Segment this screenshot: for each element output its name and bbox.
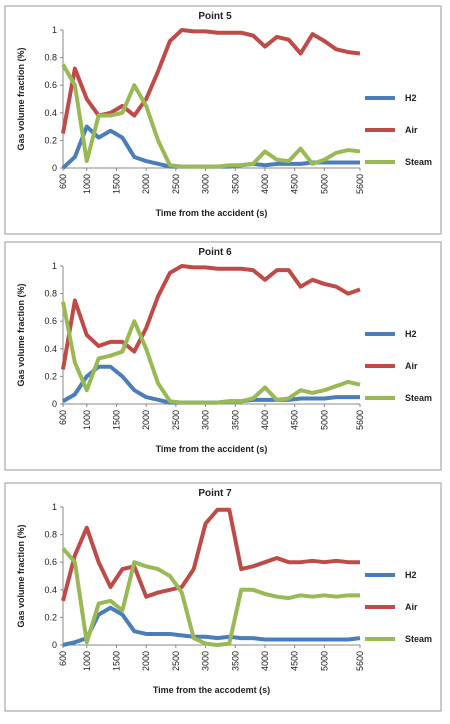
x-tick-label: 600 [58, 651, 68, 666]
series-line [61, 63, 361, 169]
y-tick-label: 0.8 [44, 53, 57, 63]
y-tick-label: 0.2 [44, 612, 57, 622]
x-tick-label: 2000 [141, 651, 151, 671]
x-tick-label: 3500 [230, 174, 240, 194]
x-tick-label: 5600 [355, 651, 365, 671]
legend-label: Steam [405, 634, 432, 644]
x-tick-label: 3500 [230, 410, 240, 430]
x-tick-label: 3000 [201, 174, 211, 194]
series-line [61, 507, 360, 602]
y-tick-label: 1 [52, 502, 57, 512]
x-tick-label: 1500 [111, 651, 121, 671]
y-tick-label: 0.6 [44, 557, 57, 567]
y-tick-label: 0.4 [44, 344, 57, 354]
legend-label: H2 [405, 570, 417, 580]
x-tick-label: 5000 [319, 410, 329, 430]
x-tick-label: 2000 [141, 410, 151, 430]
y-axis-title: Gas volume fraction (%) [16, 524, 26, 627]
x-tick-label: 2500 [171, 651, 181, 671]
x-tick-label: 4000 [260, 174, 270, 194]
x-tick-label: 4500 [290, 174, 300, 194]
series-line [62, 605, 361, 647]
x-tick-label: 3000 [201, 410, 211, 430]
y-tick-label: 0.8 [44, 530, 57, 540]
x-axis-title: Time from the accident (s) [156, 444, 268, 454]
x-tick-label: 4000 [260, 410, 270, 430]
panel [4, 482, 442, 712]
y-tick-label: 0 [52, 399, 57, 409]
x-tick-label: 3000 [201, 651, 211, 671]
x-tick-label: 2000 [141, 174, 151, 194]
x-tick-label: 1500 [111, 174, 121, 194]
legend-label: Air [405, 602, 418, 612]
x-tick-label: 1500 [111, 410, 121, 430]
panel [4, 5, 442, 235]
x-tick-label: 5000 [319, 651, 329, 671]
panel [4, 241, 442, 471]
y-tick-label: 0.8 [44, 289, 57, 299]
y-tick-label: 0.6 [44, 80, 57, 90]
x-tick-label: 600 [58, 174, 68, 189]
x-tick-label: 3500 [230, 651, 240, 671]
y-tick-label: 0.2 [44, 371, 57, 381]
legend-label: Air [405, 125, 418, 135]
x-tick-label: 1000 [82, 410, 92, 430]
x-tick-label: 5000 [319, 174, 329, 194]
x-tick-label: 2500 [171, 410, 181, 430]
x-tick-label: 2500 [171, 174, 181, 194]
x-tick-label: 4500 [290, 410, 300, 430]
x-tick-label: 1000 [82, 174, 92, 194]
x-tick-label: 4500 [290, 651, 300, 671]
y-tick-label: 0 [52, 163, 57, 173]
x-tick-label: 1000 [82, 651, 92, 671]
series-line [61, 547, 360, 647]
legend-label: H2 [405, 329, 417, 339]
y-tick-label: 0 [52, 640, 57, 650]
legend-label: Steam [405, 393, 432, 403]
x-axis-title: Time from the accodemt (s) [153, 685, 270, 695]
x-axis-title: Time from the accident (s) [156, 208, 268, 218]
y-tick-label: 1 [52, 25, 57, 35]
legend-label: Steam [405, 157, 432, 167]
series-line [61, 28, 361, 134]
series-line [61, 301, 361, 405]
series-line [61, 264, 361, 370]
chart-title: Point 6 [198, 247, 232, 258]
y-tick-label: 0.4 [44, 585, 57, 595]
y-tick-label: 0.2 [44, 135, 57, 145]
y-axis-title: Gas volume fraction (%) [16, 47, 26, 150]
y-tick-label: 0.6 [44, 316, 57, 326]
chart-title: Point 7 [198, 488, 232, 499]
chart-title: Point 5 [198, 11, 232, 22]
y-axis-title: Gas volume fraction (%) [16, 283, 26, 386]
x-tick-label: 5600 [355, 174, 365, 194]
legend-label: H2 [405, 93, 417, 103]
x-tick-label: 5600 [355, 410, 365, 430]
y-tick-label: 0.4 [44, 108, 57, 118]
x-tick-label: 600 [58, 410, 68, 425]
legend-label: Air [405, 361, 418, 371]
y-tick-label: 1 [52, 261, 57, 271]
x-tick-label: 4000 [260, 651, 270, 671]
